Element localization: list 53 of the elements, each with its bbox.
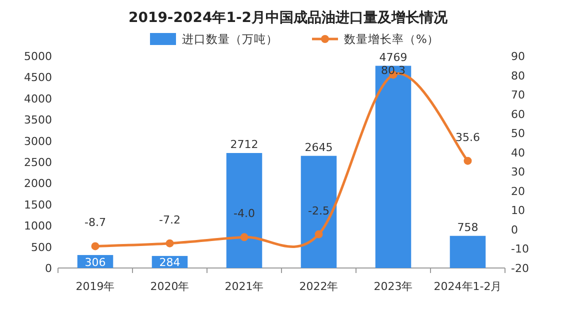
y-tick-label: 4500 — [24, 71, 52, 84]
bar — [375, 66, 412, 268]
y-tick-label: 2000 — [24, 177, 52, 190]
y-tick-label: 3000 — [24, 134, 52, 148]
y2-tick-label: 70 — [511, 88, 525, 102]
data-label: 306 — [84, 256, 106, 269]
bar — [450, 236, 486, 268]
y2-tick-label: 60 — [511, 108, 525, 121]
data-label: 2645 — [304, 140, 333, 154]
data-label: 2712 — [230, 138, 258, 152]
x-tick-label: 2019年 — [76, 280, 115, 293]
y-tick-label: 1000 — [24, 220, 52, 233]
y2-tick-label: 30 — [511, 166, 525, 179]
data-label: 284 — [159, 256, 180, 269]
legend-label: 数量增长率（%） — [344, 32, 439, 46]
data-label: 35.6 — [456, 130, 480, 144]
y-tick-label: 500 — [31, 240, 52, 254]
point — [91, 242, 100, 250]
bar — [226, 153, 262, 268]
y-tick-label: 1500 — [24, 198, 52, 212]
data-label: -7.2 — [159, 213, 180, 226]
y2-tick-label: 80 — [511, 69, 525, 82]
data-label: -2.5 — [308, 204, 330, 218]
y2-tick-label: -20 — [511, 262, 529, 275]
y2-tick-label: 50 — [511, 127, 525, 140]
point — [314, 230, 323, 238]
data-label: 80.3 — [381, 64, 406, 77]
y-tick-label: 3500 — [24, 114, 52, 127]
x-tick-label: 2023年 — [374, 280, 413, 293]
y2-tick-label: 90 — [511, 50, 525, 63]
data-label: 758 — [457, 220, 478, 234]
point — [464, 156, 472, 165]
x-tick-label: 2024年1-2月 — [434, 280, 502, 293]
legend-label: 进口数量（万吨） — [182, 32, 278, 46]
y2-tick-label: 10 — [511, 204, 525, 218]
y2-tick-label: 0 — [511, 223, 518, 236]
point — [240, 233, 248, 242]
y2-tick-label: 40 — [511, 146, 525, 160]
y2-tick-label: 20 — [511, 184, 525, 198]
data-label: 4769 — [379, 50, 408, 64]
data-label: -4.0 — [234, 207, 255, 220]
y2-tick-label: -10 — [511, 242, 529, 256]
point — [166, 239, 174, 248]
x-tick-label: 2022年 — [299, 280, 338, 293]
y-tick-label: 4000 — [24, 92, 52, 106]
x-tick-label: 2021年 — [224, 280, 264, 293]
data-label: -8.7 — [84, 216, 106, 230]
y-tick-label: 2500 — [24, 156, 52, 169]
bar — [300, 156, 337, 268]
y-tick-label: 0 — [45, 262, 52, 275]
chart-title: 2019-2024年1-2月中国成品油进口量及增长情况 — [128, 10, 449, 26]
x-tick-label: 2020年 — [150, 280, 190, 293]
y-tick-label: 5000 — [24, 50, 52, 63]
